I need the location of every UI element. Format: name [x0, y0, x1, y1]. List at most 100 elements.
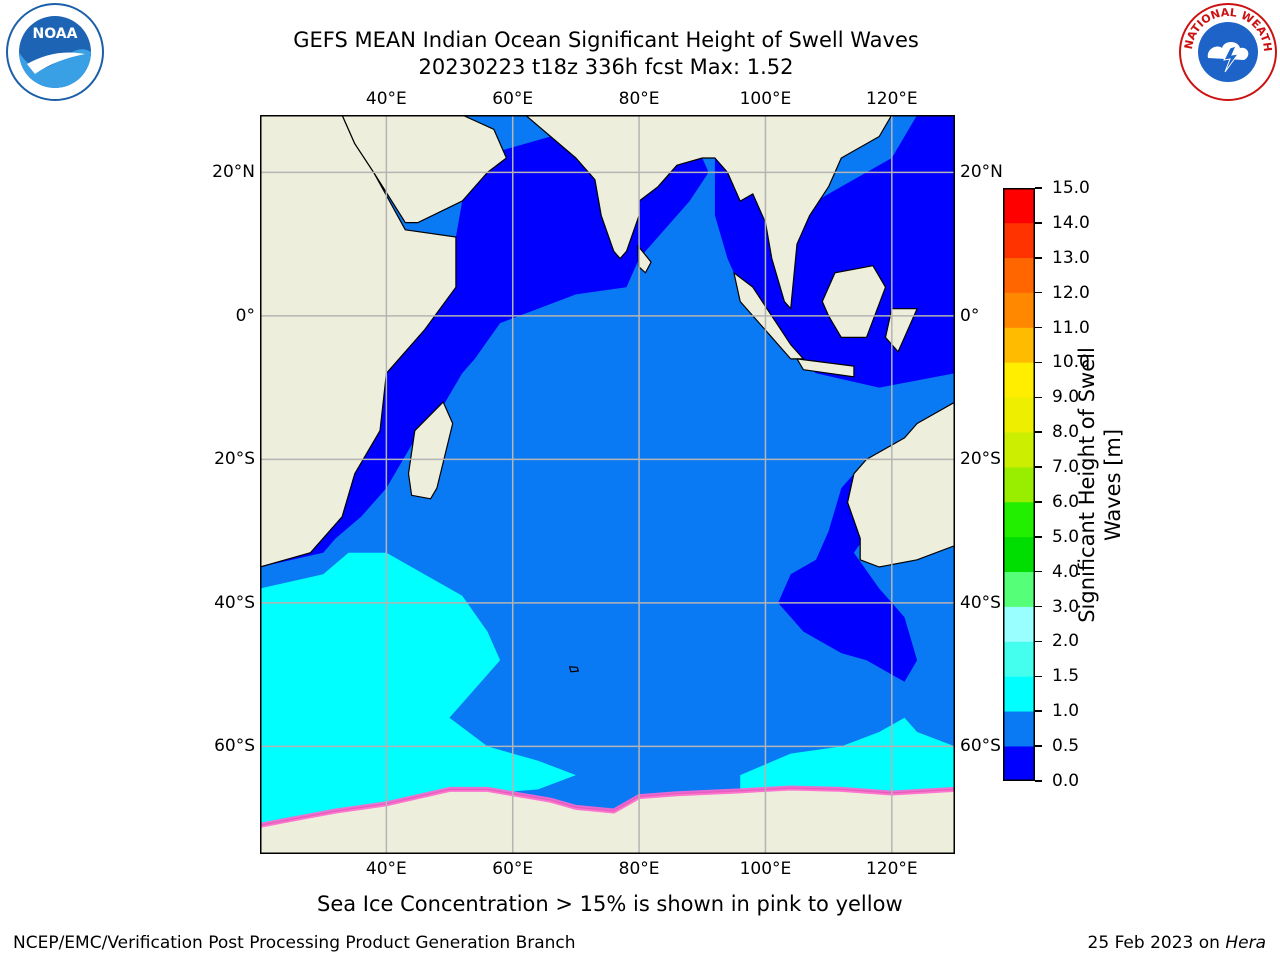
noaa-logo: NOAA	[6, 3, 104, 101]
footer-host: Hera	[1225, 933, 1266, 953]
colorbar-tick-label: 12.0	[1052, 282, 1090, 303]
lat-label-left--20: 20°S	[214, 449, 255, 470]
colorbar-band-12	[1003, 327, 1035, 363]
noaa-logo-text: NOAA	[33, 26, 78, 42]
colorbar-tick-mark	[1035, 257, 1042, 259]
colorbar-tick-mark	[1035, 536, 1042, 538]
colorbar-tick-label: 11.0	[1052, 317, 1090, 338]
footer-credit: NCEP/EMC/Verification Post Processing Pr…	[13, 933, 576, 953]
colorbar-band-14	[1003, 257, 1035, 293]
colorbar-tick-label: 4.0	[1052, 561, 1080, 582]
colorbar-band-16	[1003, 188, 1035, 224]
colorbar-tick-label: 9.0	[1052, 387, 1080, 408]
colorbar-tick-mark	[1035, 431, 1042, 433]
colorbar-band-13	[1003, 292, 1035, 328]
colorbar-band-0	[1003, 746, 1035, 781]
map-plot	[260, 115, 955, 854]
lon-label-bottom-60: 60°E	[492, 859, 534, 879]
colorbar-tick-mark	[1035, 187, 1042, 189]
srilanka-land	[637, 245, 652, 274]
colorbar-tick-mark	[1035, 710, 1042, 712]
lon-label-top-120: 120°E	[865, 89, 918, 109]
lat-label-left--60: 60°S	[214, 736, 255, 757]
colorbar-band-2	[1003, 676, 1035, 712]
lat-label-right-20: 20°N	[960, 162, 1003, 183]
colorbar-tick-mark	[1035, 222, 1042, 224]
sea-ice-edge	[260, 785, 955, 828]
colorbar-tick-mark	[1035, 640, 1042, 643]
colorbar-band-8	[1003, 467, 1035, 503]
arabia-land	[341, 115, 507, 224]
colorbar-band-4	[1003, 606, 1035, 642]
colorbar-tick-label: 0.0	[1052, 771, 1080, 791]
lat-label-left-0: 0°	[235, 305, 255, 326]
colorbar-tick-label: 14.0	[1052, 212, 1090, 233]
colorbar-tick-label: 13.0	[1052, 247, 1090, 268]
colorbar-tick-mark	[1035, 501, 1042, 503]
colorbar-tick-label: 5.0	[1052, 526, 1080, 547]
lat-label-right-0: 0°	[960, 305, 980, 326]
colorbar-band-10	[1003, 397, 1035, 433]
colorbar-title-line1: Significant Height of Swell	[1075, 347, 1099, 623]
australia-land	[847, 401, 955, 568]
lon-label-bottom-120: 120°E	[865, 859, 918, 879]
colorbar-tick-label: 7.0	[1052, 457, 1080, 478]
madagascar-land	[407, 401, 454, 500]
lat-label-right--20: 20°S	[960, 449, 1001, 470]
sea-ice-caption: Sea Ice Concentration > 15% is shown in …	[317, 892, 903, 916]
colorbar-tick-mark	[1035, 396, 1042, 399]
lon-label-top-60: 60°E	[492, 89, 534, 109]
colorbar-band-11	[1003, 362, 1035, 398]
colorbar-tick-label: 1.0	[1052, 701, 1080, 722]
borneo-land	[821, 265, 887, 338]
colorbar-band-1	[1003, 711, 1035, 747]
colorbar-tick-mark	[1035, 466, 1042, 468]
colorbar-title: Significant Height of Swell Waves [m]	[1074, 347, 1126, 623]
colorbar-tick-label: 3.0	[1052, 596, 1080, 617]
kerguelen-island	[569, 666, 579, 673]
colorbar-band-5	[1003, 571, 1035, 607]
colorbar-band-9	[1003, 432, 1035, 468]
colorbar-tick-mark	[1035, 675, 1042, 678]
colorbar-frame	[1003, 188, 1035, 781]
lon-label-bottom-100: 100°E	[739, 859, 792, 879]
lon-label-bottom-80: 80°E	[618, 859, 660, 879]
java-land	[796, 358, 855, 378]
lon-label-top-80: 80°E	[618, 89, 660, 109]
lon-label-bottom-40: 40°E	[365, 859, 407, 879]
colorbar-band-15	[1003, 222, 1035, 259]
asia-land	[524, 115, 893, 310]
colorbar-tick-mark	[1035, 291, 1042, 294]
colorbar-tick-label: 6.0	[1052, 491, 1080, 512]
colorbar-tick-label: 1.5	[1052, 666, 1080, 687]
swell-band-1-0-1-5-east	[740, 717, 955, 797]
colorbar-band-3	[1003, 641, 1035, 677]
nws-logo: NATIONAL WEATHER SERVICE	[1178, 2, 1277, 101]
colorbar-tick-label: 2.0	[1052, 631, 1080, 652]
map-frame	[260, 115, 955, 854]
lat-label-left-20: 20°N	[212, 162, 255, 183]
colorbar-band-6	[1003, 536, 1035, 572]
colorbar-tick-mark	[1035, 780, 1042, 782]
colorbar-tick-mark	[1035, 745, 1042, 747]
colorbar-tick-mark	[1035, 605, 1042, 608]
lat-label-right--60: 60°S	[960, 736, 1001, 757]
swell-band-1-0-1-5-west	[260, 552, 576, 826]
footer-date: 25 Feb 2023 on Hera	[1088, 933, 1266, 953]
lon-label-top-100: 100°E	[739, 89, 792, 109]
lat-label-right--40: 40°S	[960, 592, 1001, 613]
colorbar-tick-mark	[1035, 570, 1042, 573]
chart-title: GEFS MEAN Indian Ocean Significant Heigh…	[293, 28, 919, 52]
chart-subtitle: 20230223 t18z 336h fcst Max: 1.52	[418, 55, 794, 79]
colorbar-title-line2: Waves [m]	[1101, 428, 1125, 542]
sulawesi-land	[884, 308, 918, 353]
colorbar-tick-label: 8.0	[1052, 422, 1080, 443]
colorbar-tick-label: 10.0	[1052, 352, 1090, 373]
lon-label-top-40: 40°E	[365, 89, 407, 109]
colorbar-band-7	[1003, 501, 1035, 538]
colorbar-tick-mark	[1035, 326, 1042, 329]
colorbar-tick-mark	[1035, 361, 1042, 364]
lat-label-left--40: 40°S	[214, 592, 255, 613]
colorbar-tick-label: 0.5	[1052, 736, 1080, 757]
footer-date-text: 25 Feb 2023 on	[1087, 933, 1226, 953]
